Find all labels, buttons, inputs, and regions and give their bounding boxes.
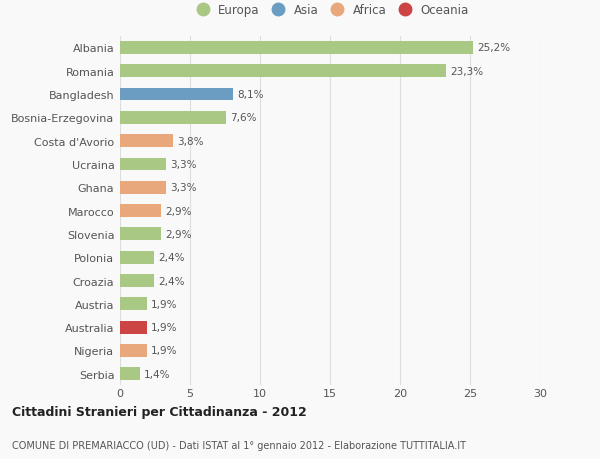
Text: 3,8%: 3,8% [178, 136, 204, 146]
Bar [120, 89, 233, 101]
Bar [120, 181, 166, 194]
Bar [120, 158, 166, 171]
Text: 1,9%: 1,9% [151, 322, 178, 332]
Text: 23,3%: 23,3% [451, 67, 484, 77]
Text: COMUNE DI PREMARIACCO (UD) - Dati ISTAT al 1° gennaio 2012 - Elaborazione TUTTIT: COMUNE DI PREMARIACCO (UD) - Dati ISTAT … [12, 440, 466, 450]
Legend: Europa, Asia, Africa, Oceania: Europa, Asia, Africa, Oceania [187, 1, 473, 21]
Bar [120, 205, 161, 218]
Text: 1,9%: 1,9% [151, 299, 178, 309]
Text: 8,1%: 8,1% [238, 90, 264, 100]
Text: Cittadini Stranieri per Cittadinanza - 2012: Cittadini Stranieri per Cittadinanza - 2… [12, 405, 307, 418]
Bar [120, 344, 146, 357]
Text: 3,3%: 3,3% [170, 183, 197, 193]
Bar [120, 42, 473, 55]
Text: 1,9%: 1,9% [151, 346, 178, 356]
Bar [120, 65, 446, 78]
Bar [120, 112, 226, 124]
Bar [120, 274, 154, 287]
Bar [120, 135, 173, 148]
Bar [120, 251, 154, 264]
Text: 25,2%: 25,2% [477, 43, 510, 53]
Text: 2,9%: 2,9% [165, 230, 191, 240]
Text: 2,4%: 2,4% [158, 252, 184, 263]
Bar [120, 368, 140, 381]
Text: 7,6%: 7,6% [230, 113, 257, 123]
Bar [120, 298, 146, 311]
Text: 2,9%: 2,9% [165, 206, 191, 216]
Text: 1,4%: 1,4% [144, 369, 170, 379]
Bar [120, 228, 161, 241]
Text: 2,4%: 2,4% [158, 276, 184, 286]
Bar [120, 321, 146, 334]
Text: 3,3%: 3,3% [170, 160, 197, 170]
